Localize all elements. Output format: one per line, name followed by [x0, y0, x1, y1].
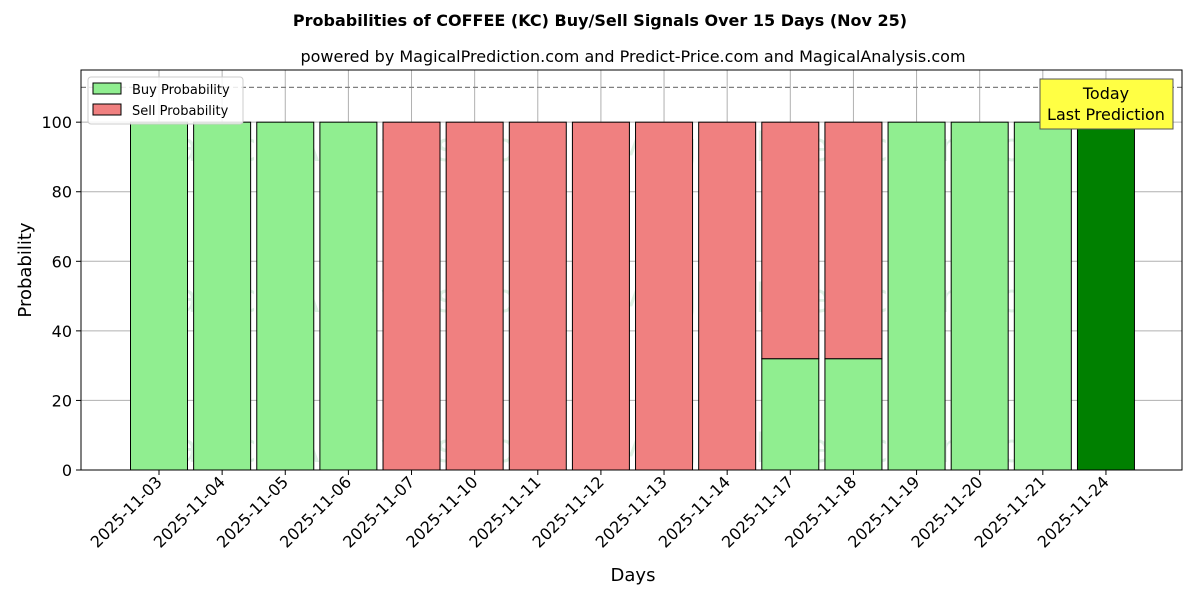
bar-buy-2025-11-21: [1013, 121, 1072, 471]
bar-sell-2025-11-10: [445, 121, 504, 471]
annotation-box: [1039, 78, 1174, 130]
bar-buy-2025-11-05: [256, 121, 315, 471]
legend-frame: [87, 76, 244, 125]
bar-layer: [130, 121, 1135, 471]
y-tick-label: 80: [52, 183, 72, 202]
bar-sell-2025-11-18: [824, 121, 883, 360]
y-axis-ticks: 0 20 40 60 80 100: [41, 113, 81, 480]
y-axis-label: Probability: [15, 222, 36, 317]
bar-sell-2025-11-13: [635, 121, 694, 471]
annotation-line-1: Today: [1082, 84, 1129, 103]
annotation-line-2: Last Prediction: [1047, 105, 1165, 124]
y-tick-label: 20: [52, 391, 72, 410]
legend-label-buy: Buy Probability: [132, 83, 230, 98]
bar-sell-2025-11-07: [382, 121, 441, 471]
bar-buy-2025-11-03: [130, 121, 188, 471]
bar-sell-2025-11-12: [571, 121, 630, 471]
bar-sell-2025-11-11: [508, 121, 567, 471]
x-axis-label: Days: [611, 565, 656, 586]
legend-swatch-sell: [92, 103, 122, 116]
chart-title: Probabilities of COFFEE (KC) Buy/Sell Si…: [293, 11, 907, 30]
bar-buy-2025-11-06: [319, 121, 378, 471]
bar-sell-2025-11-17: [761, 121, 820, 360]
bar-buy-2025-11-20: [950, 121, 1009, 471]
plot-frame: [80, 69, 1183, 471]
y-tick-label: 0: [62, 461, 72, 480]
y-tick-label: 40: [52, 322, 72, 341]
bar-buy-2025-11-18: [824, 358, 883, 471]
bar-buy-2025-11-04: [193, 121, 252, 471]
y-tick-label: 60: [52, 252, 72, 271]
legend: Buy Probability Sell Probability: [87, 76, 244, 125]
today-annotation: Today Last Prediction: [1039, 78, 1174, 130]
chart-subtitle: powered by MagicalPrediction.com and Pre…: [300, 47, 965, 66]
bar-buy-2025-11-17: [761, 358, 820, 471]
legend-label-sell: Sell Probability: [132, 104, 229, 119]
bar-buy-2025-11-19: [887, 121, 946, 471]
bar-buy-2025-11-24: [1076, 121, 1135, 471]
y-tick-label: 100: [41, 113, 72, 132]
bar-sell-2025-11-14: [698, 121, 757, 471]
legend-swatch-buy: [92, 82, 122, 95]
